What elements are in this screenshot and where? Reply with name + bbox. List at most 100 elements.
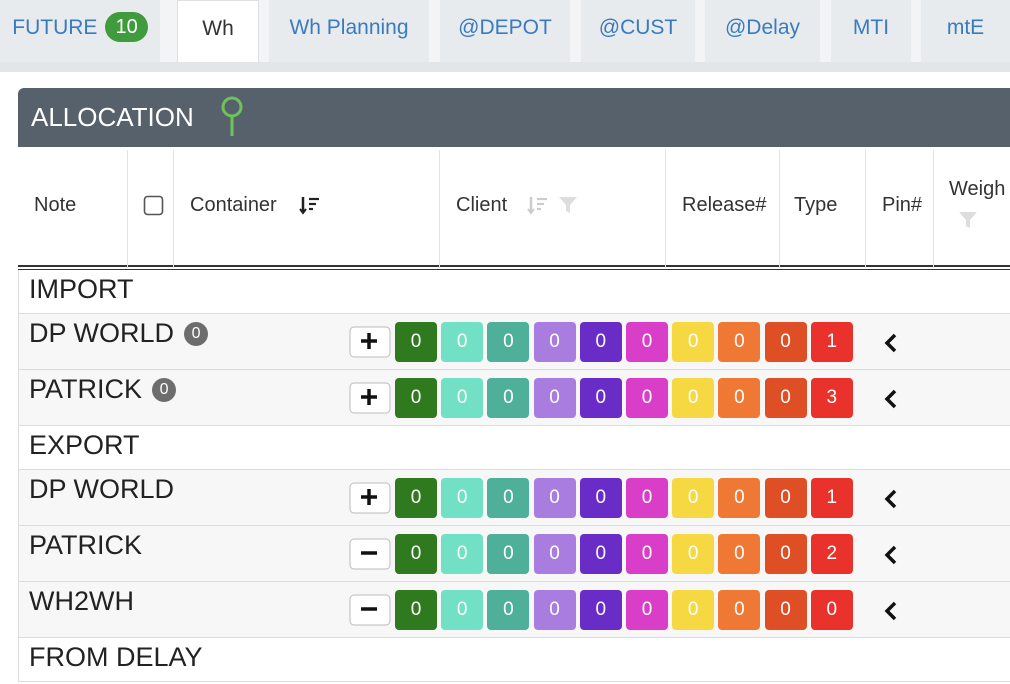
count-box[interactable]: 1	[810, 478, 853, 518]
tab[interactable]: @DEPOT	[440, 0, 570, 62]
collapse-button[interactable]	[349, 538, 391, 570]
expand-button[interactable]	[349, 482, 391, 514]
count-box[interactable]: 0	[441, 378, 484, 418]
tab-label: Wh Planning	[289, 16, 409, 39]
column-divider	[779, 150, 780, 268]
count-box[interactable]: 0	[441, 534, 484, 574]
column-header[interactable]: Client	[456, 194, 508, 216]
count-box[interactable]: 0	[487, 590, 530, 630]
count-box[interactable]: 0	[533, 478, 576, 518]
column-header[interactable]: Container	[190, 194, 277, 216]
count-box[interactable]: 0	[395, 322, 437, 362]
tab-label: MTI	[852, 16, 890, 39]
count-box[interactable]: 0	[533, 322, 576, 362]
tab[interactable]: mtE	[921, 0, 1010, 62]
count-box[interactable]: 0	[441, 322, 484, 362]
count-box[interactable]: 0	[626, 590, 668, 630]
chevron-button[interactable]	[883, 388, 899, 410]
column-divider	[173, 150, 174, 268]
count-box[interactable]: 0	[626, 534, 668, 574]
tab[interactable]: MTI	[831, 0, 911, 62]
count-box[interactable]: 0	[395, 590, 437, 630]
count-box[interactable]: 0	[764, 378, 807, 418]
select-all-checkbox[interactable]	[143, 195, 165, 217]
column-header[interactable]: Weigh	[949, 178, 1006, 200]
row-label: DP WORLD 0	[29, 318, 209, 349]
count-box[interactable]: 0	[672, 378, 715, 418]
expand-button[interactable]	[349, 326, 391, 358]
count-box[interactable]: 0	[718, 590, 761, 630]
count-box[interactable]: 0	[626, 378, 668, 418]
count-box[interactable]: 0	[533, 534, 576, 574]
count-box[interactable]: 0	[672, 590, 715, 630]
count-box[interactable]: 0	[718, 478, 761, 518]
count-box[interactable]: 0	[626, 478, 668, 518]
filter-icon[interactable]	[558, 195, 578, 215]
row-label: WH2WH	[29, 586, 134, 617]
column-header[interactable]: Note	[34, 194, 77, 216]
group-label: EXPORT	[29, 430, 140, 460]
panel-header: ALLOCATION	[18, 88, 1010, 147]
count-box[interactable]: 0	[579, 534, 622, 574]
pin-icon[interactable]	[218, 94, 246, 140]
count-box[interactable]: 0	[579, 378, 622, 418]
column-header[interactable]: Type	[794, 194, 838, 216]
data-row: DP WORLD 0 0 0 0 0 0 0 0 0 0 1	[18, 314, 1010, 370]
count-box[interactable]: 2	[810, 534, 853, 574]
count-box[interactable]: 0	[718, 322, 761, 362]
tab-label: Wh	[202, 17, 234, 40]
tab[interactable]: FUTURE 10	[0, 0, 160, 62]
count-box[interactable]: 0	[487, 534, 530, 574]
tab[interactable]: Wh	[177, 0, 259, 62]
count-box[interactable]: 0	[487, 478, 530, 518]
count-box[interactable]: 0	[395, 534, 437, 574]
count-box[interactable]: 0	[764, 478, 807, 518]
tab-label: mtE	[946, 16, 985, 39]
count-box[interactable]: 0	[672, 322, 715, 362]
tab[interactable]: @CUST	[581, 0, 695, 62]
filter-icon[interactable]	[958, 210, 978, 230]
tab[interactable]: Wh Planning	[269, 0, 429, 62]
count-box[interactable]: 3	[810, 378, 853, 418]
count-box[interactable]: 0	[810, 590, 853, 630]
count-box[interactable]: 0	[395, 378, 437, 418]
column-header[interactable]: Release#	[682, 194, 767, 216]
sort-icon[interactable]	[527, 195, 549, 215]
count-box[interactable]: 0	[395, 478, 437, 518]
count-box[interactable]: 0	[579, 478, 622, 518]
count-box[interactable]: 0	[533, 590, 576, 630]
expand-button[interactable]	[349, 382, 391, 414]
column-divider	[865, 150, 866, 268]
count-box[interactable]: 0	[718, 534, 761, 574]
count-box[interactable]: 1	[810, 322, 853, 362]
tab[interactable]: @Delay	[705, 0, 820, 62]
count-box[interactable]: 0	[764, 322, 807, 362]
chevron-button[interactable]	[883, 600, 899, 622]
column-divider	[665, 150, 666, 268]
count-box[interactable]: 0	[626, 322, 668, 362]
count-box[interactable]: 0	[764, 590, 807, 630]
count-box[interactable]: 0	[718, 378, 761, 418]
count-box[interactable]: 0	[441, 478, 484, 518]
count-box[interactable]: 0	[764, 534, 807, 574]
count-box[interactable]: 0	[672, 534, 715, 574]
tab-label: @Delay	[724, 16, 800, 39]
count-box[interactable]: 0	[487, 322, 530, 362]
count-box[interactable]: 0	[441, 590, 484, 630]
separator	[0, 62, 1010, 72]
collapse-button[interactable]	[349, 594, 391, 626]
chevron-button[interactable]	[883, 488, 899, 510]
chevron-button[interactable]	[883, 544, 899, 566]
panel-title: ALLOCATION	[31, 102, 194, 132]
count-box[interactable]: 0	[579, 322, 622, 362]
count-box[interactable]: 0	[579, 590, 622, 630]
tab-label: FUTURE	[12, 16, 98, 39]
chevron-button[interactable]	[883, 332, 899, 354]
sort-icon[interactable]	[299, 195, 321, 215]
count-box[interactable]: 0	[487, 378, 530, 418]
group-label: FROM DELAY	[29, 642, 203, 672]
count-box[interactable]: 0	[672, 478, 715, 518]
count-box[interactable]: 0	[533, 378, 576, 418]
column-header[interactable]: Pin#	[882, 194, 923, 216]
